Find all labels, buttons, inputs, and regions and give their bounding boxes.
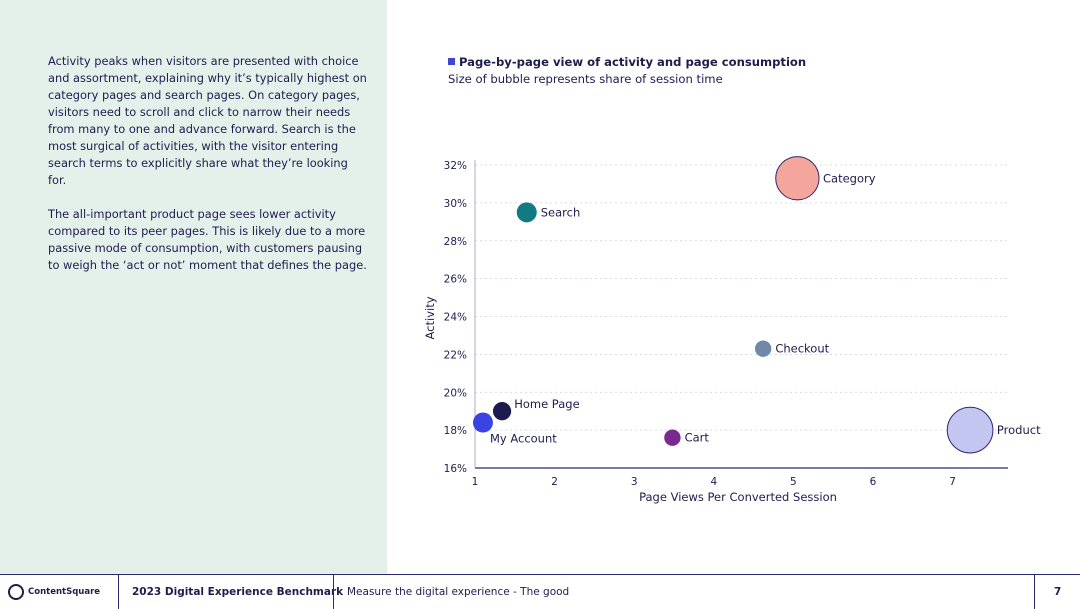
tick-labels: 16% 18% 20% 22% 24% 26% 28% 30% 32% 1 2 3 4 5 6 7	[444, 160, 956, 488]
bubble-product	[946, 406, 994, 454]
bubble-my-account	[472, 412, 493, 433]
footer-logo: ContentSquare	[8, 575, 118, 609]
footer-page-number: 7	[1054, 586, 1062, 598]
footer-section-title: Measure the digital experience - The goo…	[347, 586, 570, 598]
bubble-labels: Product Category Search My Account Home Page…	[490, 171, 1041, 445]
bubble-label-my-account: My Account	[490, 432, 557, 446]
x-tick-label: 1	[472, 476, 479, 488]
bubble-checkout	[754, 340, 772, 357]
bubbles	[472, 156, 994, 454]
y-tick-label: 24%	[444, 312, 467, 324]
y-tick-label: 22%	[444, 349, 467, 361]
footer-divider	[118, 575, 119, 609]
grid-lines	[475, 164, 1008, 431]
footer-logo-text: ContentSquare	[28, 587, 101, 597]
bubble-home-page	[492, 402, 512, 421]
x-axis-title: Page Views Per Converted Session	[639, 490, 837, 504]
contentsquare-logo-icon	[8, 584, 24, 600]
x-tick-label: 3	[631, 476, 638, 488]
chart-title-text: Page-by-page view of activity and page c…	[459, 55, 807, 69]
bubble-chart: 16% 18% 20% 22% 24% 26% 28% 30% 32% 1 2 3 4 5 6 7 Produ…	[423, 156, 1041, 504]
footer-report-title: 2023 Digital Experience Benchmark	[132, 586, 344, 598]
footer-divider	[1034, 575, 1035, 609]
chart-subtitle: Size of bubble represents share of sessi…	[448, 72, 723, 86]
narrative-panel	[0, 0, 387, 574]
x-tick-label: 6	[870, 476, 877, 488]
bubble-label-category: Category	[823, 171, 876, 185]
y-tick-label: 20%	[444, 387, 467, 399]
y-axis-title: Activity	[423, 296, 437, 339]
chart-header: Page-by-page view of activity and page c…	[448, 55, 806, 86]
bubble-cart	[664, 429, 681, 446]
y-tick-label: 28%	[444, 236, 467, 248]
x-tick-label: 2	[551, 476, 558, 488]
footer-divider	[333, 575, 334, 609]
bubble-search	[516, 202, 537, 223]
bubble-label-search: Search	[541, 205, 581, 219]
chart-title: Page-by-page view of activity and page c…	[448, 55, 806, 69]
bubble-label-cart: Cart	[685, 431, 710, 445]
y-tick-label: 16%	[444, 463, 467, 475]
bubble-label-checkout: Checkout	[775, 342, 829, 356]
x-tick-label: 4	[710, 476, 717, 488]
narrative-paragraph-2: The all-important product page sees lowe…	[48, 207, 367, 272]
bubble-category	[775, 156, 820, 201]
x-tick-label: 7	[949, 476, 956, 488]
square-bullet-icon	[448, 58, 455, 65]
y-tick-label: 32%	[444, 160, 467, 172]
bubble-label-home-page: Home Page	[514, 397, 579, 411]
y-tick-label: 18%	[444, 425, 467, 437]
footer: ContentSquare 2023 Digital Experience Be…	[0, 574, 1080, 609]
bubble-label-product: Product	[997, 423, 1041, 437]
y-tick-label: 26%	[444, 274, 467, 286]
y-tick-label: 30%	[444, 198, 467, 210]
narrative-paragraph-1: Activity peaks when visitors are present…	[48, 54, 367, 187]
x-tick-label: 5	[790, 476, 797, 488]
